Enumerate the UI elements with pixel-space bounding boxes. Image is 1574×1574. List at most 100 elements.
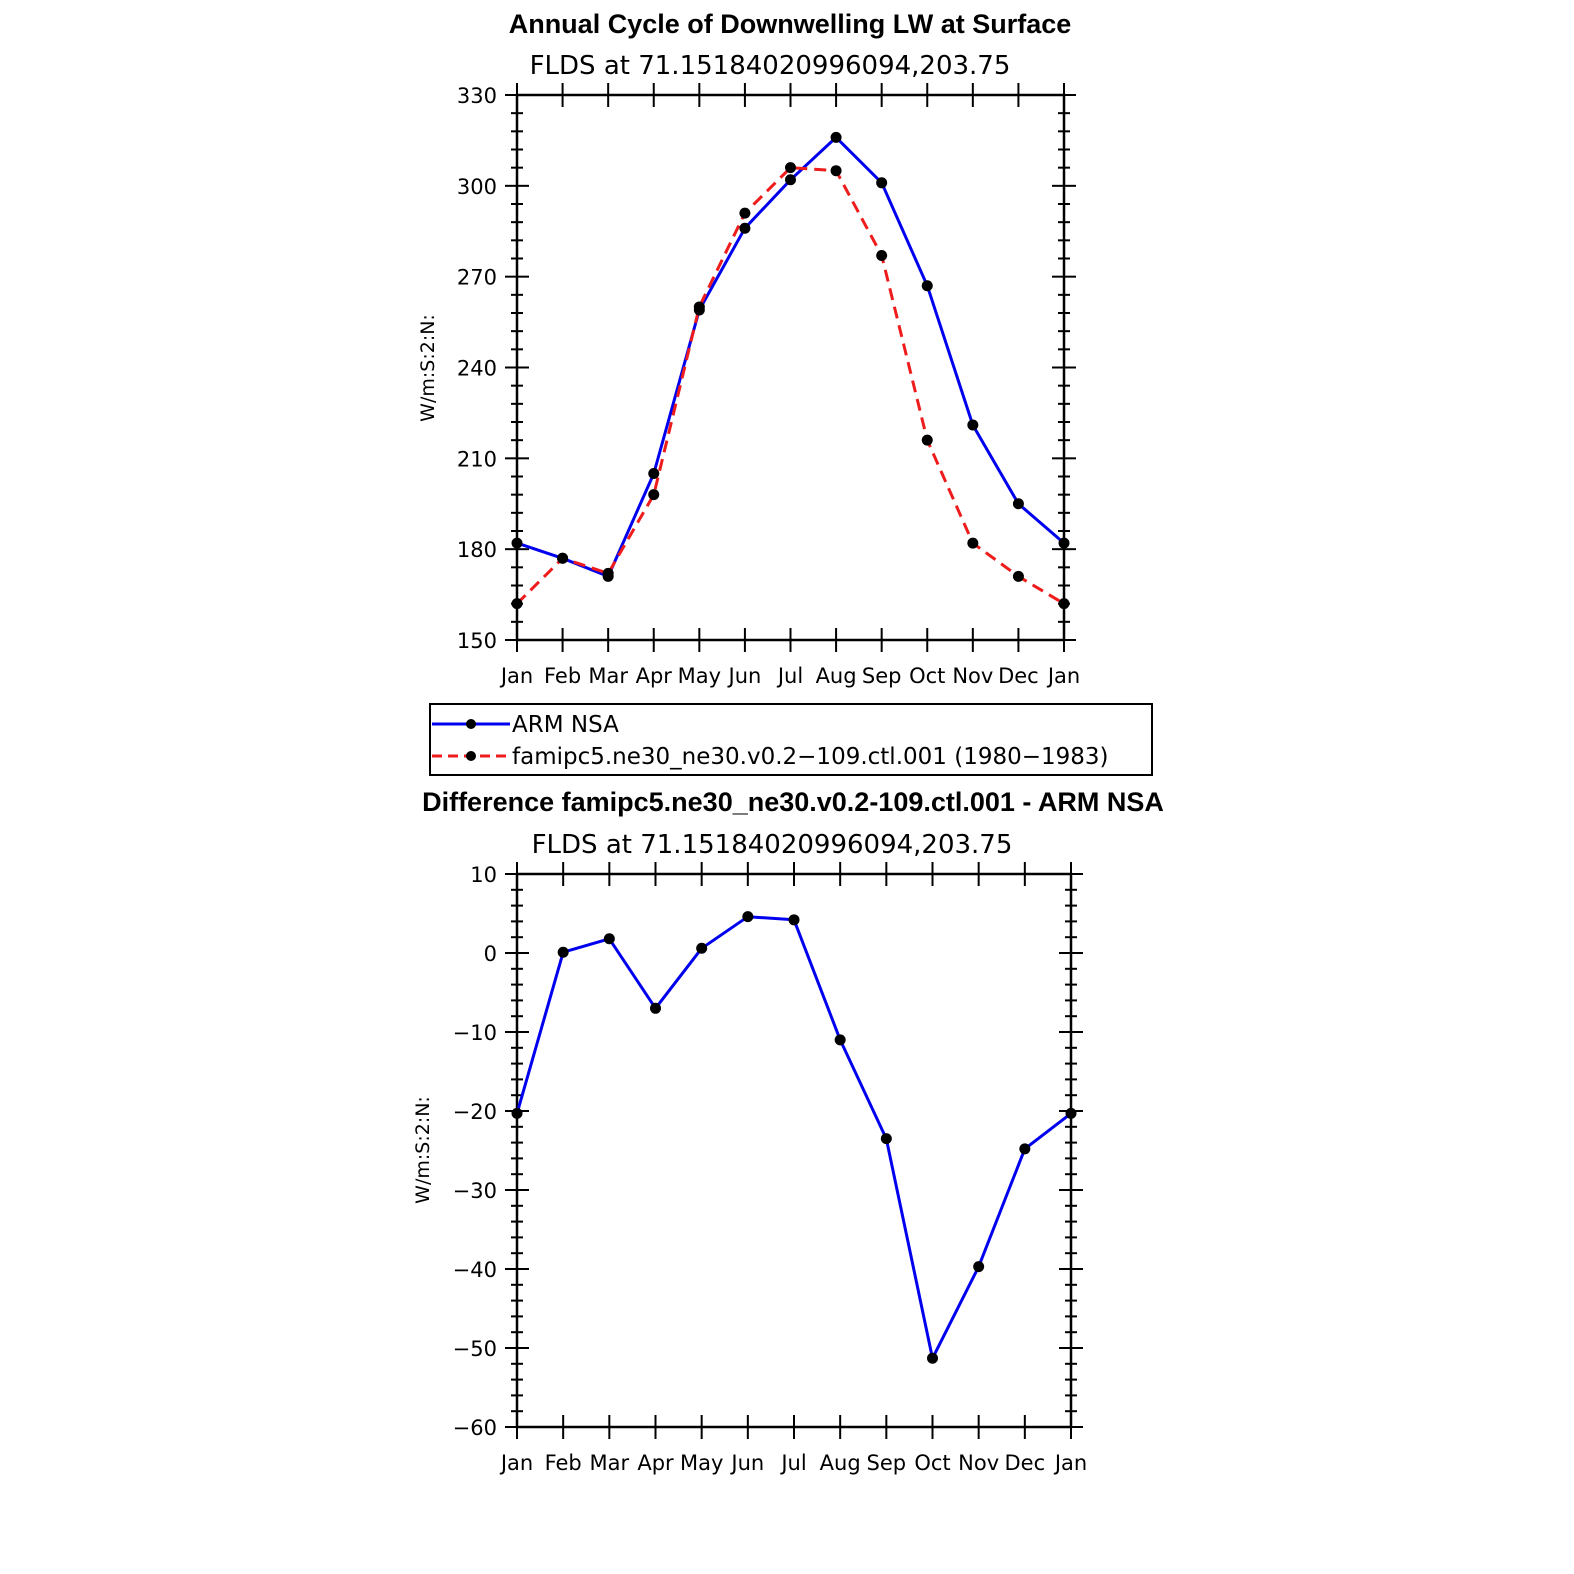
- chart-1-series-1-point: [1058, 537, 1070, 549]
- chart-2-xtick-label: Apr: [637, 1451, 674, 1475]
- chart-2-series-1-point: [603, 933, 615, 945]
- chart-1-xtick-label: Sep: [862, 664, 902, 688]
- chart-1-xtick-label: Jan: [1046, 664, 1080, 688]
- chart-1-series-2-point: [693, 301, 705, 313]
- chart-1-series-2-point: [785, 162, 796, 174]
- chart-1-ytick-label: 300: [457, 175, 497, 199]
- chart-1-series-2-point: [967, 537, 979, 549]
- chart-2-xtick-label: Jul: [779, 1451, 806, 1475]
- chart-2-series-1-point: [1065, 1107, 1077, 1119]
- chart-2-series-1-point: [511, 1107, 523, 1119]
- chart-2-ytick-label: −30: [453, 1179, 497, 1203]
- chart-1-ytick-label: 180: [457, 538, 497, 562]
- chart-2-series-1-point: [742, 911, 754, 923]
- chart-2-xtick-label: Oct: [914, 1451, 950, 1475]
- chart-1-xtick-label: Aug: [816, 664, 857, 688]
- chart-2-xtick-label: Nov: [958, 1451, 999, 1475]
- chart-2-xtick-label: Dec: [1005, 1451, 1046, 1475]
- chart-1-xtick-label: Feb: [544, 664, 581, 688]
- chart-2-xtick-label: Jan: [499, 1451, 533, 1475]
- chart-1-series-1-point: [921, 280, 933, 292]
- chart-1-xtick-label: Jun: [727, 664, 762, 688]
- chart-1-series-2-point: [830, 165, 842, 177]
- legend-entry-1-label: ARM NSA: [512, 712, 619, 738]
- chart-1-ytick-label: 240: [457, 357, 497, 381]
- chart-1-series-1-point: [785, 174, 796, 186]
- annual-cycle-chart: Annual Cycle of Downwelling LW at Surfac…: [417, 9, 1153, 776]
- legend-entry-2-marker: [466, 751, 476, 761]
- chart-2-series: [511, 911, 1077, 1364]
- chart-2-xtick-label: Mar: [590, 1451, 630, 1475]
- chart-1-series-1-point: [739, 222, 751, 234]
- chart-1-xtick-label: Apr: [636, 664, 673, 688]
- chart-2-series-1-point: [650, 1002, 661, 1014]
- chart-1-series-2-point: [739, 207, 751, 219]
- chart-2-xtick-label: Aug: [820, 1451, 861, 1475]
- chart-2-xtick-label: Jun: [729, 1451, 764, 1475]
- chart-1-xtick-label: Mar: [588, 664, 628, 688]
- legend-entry-2-label: famipc5.ne30_ne30.v0.2−109.ctl.001 (1980…: [512, 744, 1109, 770]
- chart-2-ytick-label: −10: [453, 1021, 497, 1045]
- chart-2-series-1-point: [880, 1133, 892, 1145]
- chart-1-series-2-point: [511, 598, 523, 610]
- chart-2-ylabel: W/m:S:2:N:: [412, 1096, 434, 1204]
- chart-1-series-2-point: [557, 552, 569, 564]
- chart-1-xtick-label: Nov: [952, 664, 993, 688]
- difference-chart: Difference famipc5.ne30_ne30.v0.2-109.ct…: [412, 787, 1164, 1475]
- chart-1-axes: 150 180 210 240 270 300 330 Jan Feb Mar Apr May Jun J…: [457, 83, 1080, 688]
- chart-1-series-1-point: [967, 419, 979, 431]
- chart-1-series: [511, 131, 1070, 610]
- chart-1-series-2-point: [876, 249, 888, 261]
- chart-1-series-2-point: [602, 567, 614, 579]
- chart-2-xtick-label: Sep: [867, 1451, 907, 1475]
- chart-1-series-2-point: [1012, 570, 1024, 582]
- chart-1-series-1-point: [830, 131, 842, 143]
- chart-2-series-1-line: [515, 915, 1072, 1360]
- chart-1-title: Annual Cycle of Downwelling LW at Surfac…: [509, 9, 1072, 39]
- chart-1-series-1-line: [516, 135, 1065, 578]
- chart-1-xtick-label: Jul: [776, 664, 803, 688]
- chart-1-series-1-point: [1012, 498, 1024, 510]
- chart-1-series-2-point: [921, 434, 933, 446]
- chart-2-ytick-label: −50: [453, 1337, 497, 1361]
- chart-2-axes: −60 −50 −40 −30 −20 −10 0 10 Jan Feb Mar Apr May Jun J…: [453, 862, 1087, 1475]
- chart-2-series-1-point: [557, 946, 569, 958]
- chart-1-series-2-line: [515, 166, 1065, 605]
- chart-2-series-1-point: [1019, 1143, 1031, 1155]
- chart-1-subtitle: FLDS at 71.15184020996094,203.75: [530, 51, 1011, 81]
- chart-1-series-2-point: [648, 489, 660, 501]
- chart-1-series-1-point: [511, 537, 523, 549]
- chart-1-ytick-label: 150: [457, 629, 497, 653]
- chart-2-subtitle: FLDS at 71.15184020996094,203.75: [532, 830, 1013, 860]
- chart-2-frame: [515, 872, 1073, 1429]
- chart-1-xtick-label: Oct: [909, 664, 945, 688]
- chart-2-xtick-label: Feb: [545, 1451, 582, 1475]
- chart-2-series-1-point: [788, 914, 800, 926]
- chart-2-series-1-point: [696, 942, 708, 954]
- chart-1-ytick-label: 330: [457, 84, 497, 108]
- chart-2-ytick-label: −60: [453, 1416, 497, 1440]
- chart-2-series-1-point: [973, 1261, 985, 1273]
- chart-2-ytick-label: 0: [484, 942, 497, 966]
- chart-1-xtick-label: Dec: [998, 664, 1039, 688]
- chart-1-series-1-point: [876, 177, 888, 189]
- legend-entry-1-marker: [466, 719, 476, 729]
- chart-1-xtick-label: May: [678, 664, 721, 688]
- chart-2-series-1-point: [927, 1352, 938, 1364]
- chart-2-ytick-label: −40: [453, 1258, 497, 1282]
- chart-1-ytick-label: 270: [457, 266, 497, 290]
- chart-1-xtick-label: Jan: [499, 664, 533, 688]
- chart-1-ylabel: W/m:S:2:N:: [417, 314, 439, 422]
- chart-1-legend: ARM NSA famipc5.ne30_ne30.v0.2−109.ctl.0…: [429, 703, 1153, 776]
- legend-box: [429, 703, 1153, 776]
- chart-2-xtick-label: Jan: [1053, 1451, 1087, 1475]
- chart-1-ytick-label: 210: [457, 447, 497, 471]
- chart-2-title: Difference famipc5.ne30_ne30.v0.2-109.ct…: [422, 787, 1164, 817]
- chart-1-series-2-point: [1058, 598, 1070, 610]
- chart-2-ytick-label: 10: [470, 863, 497, 887]
- chart-2-series-1-point: [834, 1034, 846, 1046]
- chart-2-ytick-label: −20: [453, 1100, 497, 1124]
- chart-2-xtick-label: May: [680, 1451, 723, 1475]
- chart-1-series-1-point: [648, 467, 660, 479]
